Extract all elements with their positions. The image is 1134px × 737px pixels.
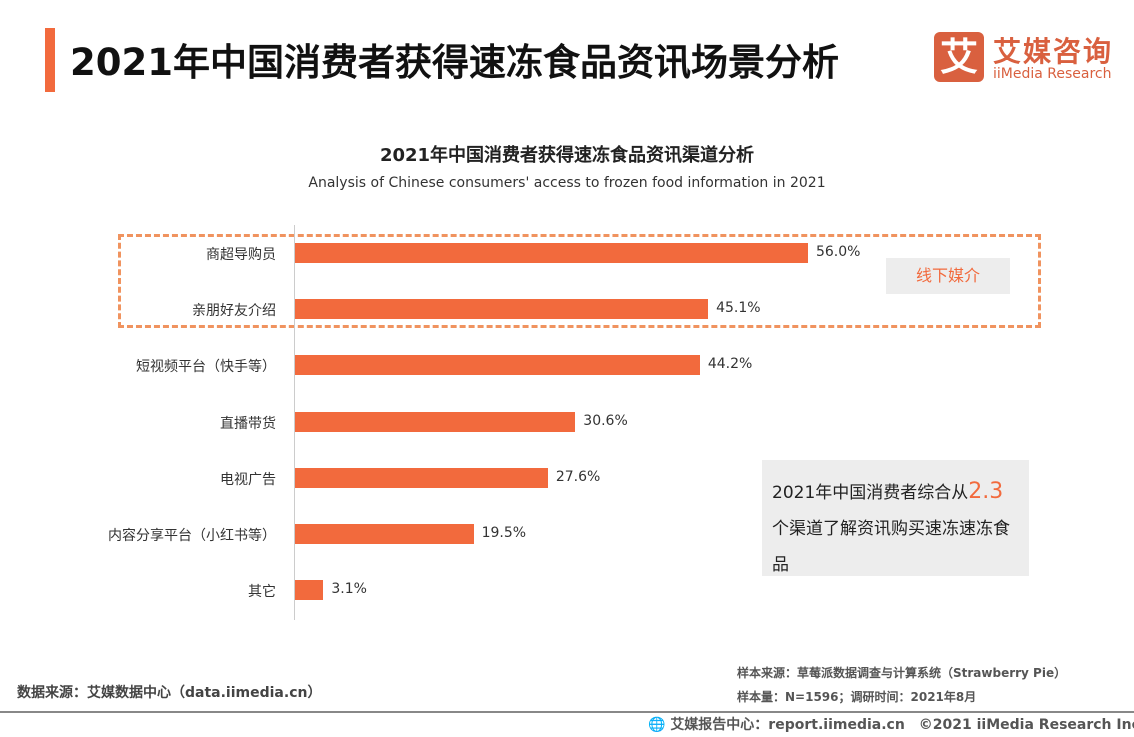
summary-note: 2021年中国消费者综合从2.3 个渠道了解资讯购买速冻速冻食品 bbox=[762, 460, 1029, 576]
offline-group-box bbox=[118, 234, 1041, 328]
bar bbox=[295, 411, 576, 432]
footer-divider bbox=[0, 711, 1134, 713]
category-label: 直播带货 bbox=[220, 415, 276, 432]
data-label: 56.0% bbox=[815, 244, 861, 260]
data-label: 19.5% bbox=[481, 525, 527, 541]
globe-icon: 🌐 bbox=[648, 717, 666, 733]
footer-report: 🌐 艾媒报告中心：report.iimedia.cn ©2021 iiMedia… bbox=[648, 714, 1134, 734]
bar bbox=[295, 355, 700, 376]
title-accent-bar bbox=[45, 28, 55, 92]
category-label: 短视频平台（快手等） bbox=[136, 359, 276, 376]
sample-size: 样本量：N=1596；调研时间：2021年8月 bbox=[737, 690, 977, 704]
category-label: 电视广告 bbox=[220, 471, 276, 488]
category-label: 商超导购员 bbox=[206, 247, 276, 263]
sample-source: 样本来源：草莓派数据调查与计算系统（Strawberry Pie） bbox=[737, 666, 1067, 680]
chart-subtitle: Analysis of Chinese consumers' access to… bbox=[308, 175, 826, 191]
category-label: 内容分享平台（小红书等） bbox=[108, 528, 276, 544]
logo-text-en: iiMedia Research bbox=[993, 66, 1112, 82]
data-label: 27.6% bbox=[555, 468, 601, 485]
category-axis bbox=[294, 225, 295, 620]
footer-report-text: 艾媒报告中心：report.iimedia.cn ©2021 iiMedia R… bbox=[670, 717, 1134, 733]
note-highlight: 2.3 bbox=[968, 479, 1004, 504]
data-label: 45.1% bbox=[716, 300, 761, 317]
data-label: 30.6% bbox=[583, 412, 628, 429]
data-label: 44.2% bbox=[707, 356, 753, 373]
note-text-2: 个渠道了解资讯购买速冻速冻食品 bbox=[772, 519, 1010, 575]
bar bbox=[295, 524, 474, 544]
page-title: 2021年中国消费者获得速冻食品资讯场景分析 bbox=[70, 41, 839, 84]
category-label: 其它 bbox=[248, 584, 276, 601]
logo-icon: 艾 bbox=[934, 32, 984, 82]
logo-text-cn: 艾媒咨询 bbox=[993, 35, 1114, 68]
bar bbox=[295, 299, 709, 320]
bar bbox=[295, 243, 808, 263]
offline-group-label: 线下媒介 bbox=[886, 258, 1010, 294]
note-text: 2021年中国消费者综合从 bbox=[772, 483, 969, 503]
bar bbox=[295, 580, 324, 601]
data-source: 数据来源：艾媒数据中心（data.iimedia.cn） bbox=[17, 685, 322, 701]
category-label: 亲朋好友介绍 bbox=[192, 303, 276, 320]
data-label: 3.1% bbox=[331, 581, 367, 598]
chart-title: 2021年中国消费者获得速冻食品资讯渠道分析 bbox=[379, 145, 755, 166]
bar bbox=[295, 467, 548, 488]
